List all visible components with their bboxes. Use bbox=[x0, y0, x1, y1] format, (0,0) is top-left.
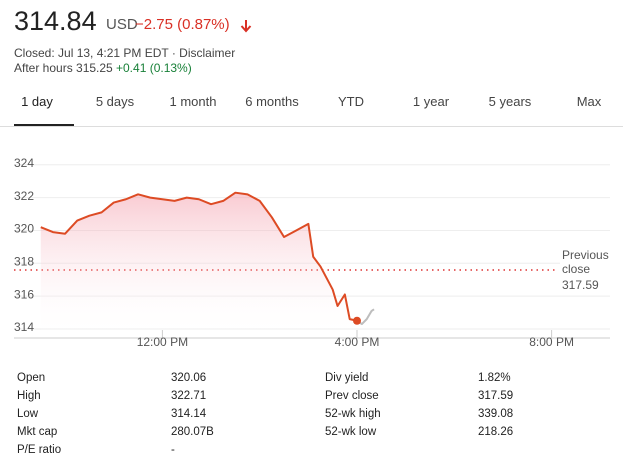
status: Closed: Jul 13, 4:21 PM EDT · Disclaimer bbox=[14, 46, 236, 60]
stat-label: P/E ratio bbox=[17, 444, 62, 456]
x-tick-label: 8:00 PM bbox=[529, 335, 574, 349]
stat-value: 339.08 bbox=[478, 408, 514, 420]
stat-label: Mkt cap bbox=[17, 426, 58, 438]
y-tick-label: 318 bbox=[14, 254, 34, 268]
x-tick-label: 12:00 PM bbox=[137, 335, 188, 349]
reference-label-box: Previous close bbox=[560, 248, 616, 277]
stat-value: 218.26 bbox=[478, 426, 514, 438]
stat-value: 280.07B bbox=[171, 426, 214, 438]
stat-label: 52-wk high bbox=[325, 408, 381, 420]
tab[interactable]: 6 months bbox=[245, 94, 299, 109]
tab[interactable]: Max bbox=[576, 94, 602, 109]
last-point bbox=[353, 316, 362, 325]
stat-label: Open bbox=[17, 372, 46, 384]
reference-label: Previous close bbox=[560, 248, 616, 277]
stat-value: 320.06 bbox=[171, 372, 207, 384]
stat-label: Prev close bbox=[325, 390, 379, 402]
area bbox=[40, 192, 358, 338]
tab[interactable]: 1 year bbox=[412, 94, 450, 109]
tab[interactable]: YTD bbox=[338, 94, 364, 109]
stat-value: 322.71 bbox=[171, 390, 207, 402]
reference-value: 317.59 bbox=[562, 278, 599, 292]
stat-value: 1.82% bbox=[478, 372, 511, 384]
stat-value: 314.14 bbox=[171, 408, 207, 420]
stat-label: Low bbox=[17, 408, 39, 420]
price-change: −2.75 (0.87%) bbox=[135, 16, 230, 33]
tab-indicator bbox=[14, 124, 74, 127]
stat-value: - bbox=[171, 444, 175, 456]
stat-label: 52-wk low bbox=[325, 426, 377, 438]
currency: USD bbox=[106, 16, 138, 33]
down-arrow bbox=[240, 20, 252, 33]
after-hours-change: +0.41 (0.13%) bbox=[116, 61, 192, 75]
x-tick-label: 4:00 PM bbox=[335, 335, 380, 349]
y-tick-label: 324 bbox=[14, 156, 34, 170]
price: 314.84 bbox=[14, 6, 97, 36]
tab[interactable]: 5 days bbox=[95, 94, 135, 109]
stat-label: Div yield bbox=[325, 372, 369, 384]
line bbox=[40, 191, 358, 322]
after-hours: After hours 315.25 bbox=[14, 61, 113, 75]
tab[interactable]: 1 day bbox=[21, 94, 53, 109]
y-tick-label: 322 bbox=[14, 189, 34, 203]
y-tick-label: 314 bbox=[14, 320, 34, 334]
separator bbox=[0, 126, 623, 127]
stat-value: 317.59 bbox=[478, 390, 514, 402]
stat-label: High bbox=[17, 390, 41, 402]
y-tick-label: 320 bbox=[14, 222, 34, 236]
y-tick-label: 316 bbox=[14, 287, 34, 301]
tab[interactable]: 5 years bbox=[488, 94, 532, 109]
tab[interactable]: 1 month bbox=[169, 94, 217, 109]
